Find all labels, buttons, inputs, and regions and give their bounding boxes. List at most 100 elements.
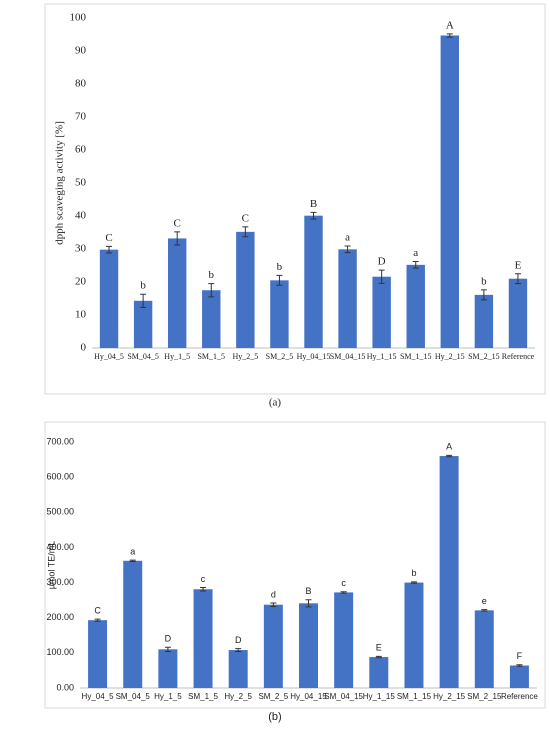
error-bar xyxy=(270,602,277,607)
bar xyxy=(474,610,494,688)
bar xyxy=(167,238,187,348)
significance-letter: b xyxy=(481,275,487,287)
significance-letter: c xyxy=(201,574,206,584)
x-tick-label: SM_04_15 xyxy=(324,692,363,701)
y-tick-label: 600.00 xyxy=(46,472,74,482)
significance-letter: A xyxy=(446,19,454,31)
bar xyxy=(440,35,460,349)
error-bar xyxy=(310,211,317,220)
error-bar xyxy=(129,559,136,562)
bar xyxy=(299,603,318,688)
x-tick-label: Hy_1_15 xyxy=(367,352,397,361)
error-bar xyxy=(276,274,283,286)
bar xyxy=(263,604,283,688)
y-tick-label: 40 xyxy=(75,210,87,222)
x-tick-label: SM_2_15 xyxy=(467,692,502,701)
bar xyxy=(123,560,143,688)
significance-letter: D xyxy=(235,635,242,645)
significance-letter: C xyxy=(105,232,112,244)
error-bar xyxy=(481,609,488,612)
bar xyxy=(372,276,391,348)
y-tick-label: 100.00 xyxy=(46,647,74,657)
x-tick-label: Hy_1_15 xyxy=(363,692,396,701)
significance-letter: B xyxy=(305,586,311,596)
x-tick-label: SM_2_5 xyxy=(258,692,288,701)
error-bar xyxy=(378,269,385,284)
significance-letter: b xyxy=(411,568,416,578)
x-tick-label: Hy_2_5 xyxy=(232,352,258,361)
x-tick-label: SM_1_15 xyxy=(400,352,432,361)
x-tick-label: SM_1_15 xyxy=(397,692,432,701)
error-bar xyxy=(242,226,249,238)
x-tick-label: Reference xyxy=(501,692,538,701)
bar xyxy=(334,592,354,688)
bar xyxy=(404,582,424,688)
y-tick-label: 100 xyxy=(70,12,87,24)
significance-letter: D xyxy=(165,634,172,644)
x-tick-label: SM_04_5 xyxy=(116,692,151,701)
error-bar xyxy=(410,581,417,584)
chart-b: 0.00 100.00 200.00 300.00 400.00 500.00 600.00… xyxy=(44,421,546,723)
bar xyxy=(439,456,459,688)
y-tick-label: 300.00 xyxy=(46,577,74,587)
error-bar xyxy=(375,655,382,659)
y-tick-label: 60 xyxy=(75,144,87,156)
error-bar xyxy=(174,231,181,246)
bar xyxy=(236,231,255,348)
x-tick-label: SM_2_15 xyxy=(468,352,500,361)
x-tick-label: SM_04_5 xyxy=(127,352,159,361)
bar xyxy=(202,290,221,348)
x-tick-label: Hy_04_5 xyxy=(82,692,115,701)
significance-letter: B xyxy=(310,198,317,210)
error-bar xyxy=(200,586,207,592)
significance-letter: b xyxy=(209,269,215,281)
error-bar xyxy=(412,261,419,269)
x-tick-label: Hy_1_5 xyxy=(154,692,182,701)
significance-letter: A xyxy=(446,442,452,452)
caption: (a) xyxy=(269,397,282,409)
bar xyxy=(474,294,494,348)
y-tick-label: 90 xyxy=(75,45,87,57)
error-bar xyxy=(516,664,523,667)
y-tick-label: 700.00 xyxy=(46,436,74,446)
x-tick-label: Hy_2_5 xyxy=(224,692,252,701)
significance-letter: a xyxy=(413,247,418,259)
significance-letter: C xyxy=(242,212,249,224)
error-bar xyxy=(344,245,351,254)
x-tick-label: SM_04_15 xyxy=(330,352,366,361)
error-bar xyxy=(94,618,101,622)
bar xyxy=(193,589,213,688)
significance-letter: E xyxy=(376,643,382,653)
x-tick-label: SM_1_5 xyxy=(188,692,218,701)
y-tick-label: 70 xyxy=(75,111,87,123)
bar xyxy=(270,280,289,348)
significance-letter: b xyxy=(277,261,283,273)
y-tick-label: 10 xyxy=(75,309,87,321)
x-tick-label: SM_2_5 xyxy=(266,352,294,361)
y-axis-label: µmol TE/mL xyxy=(46,541,56,590)
significance-letter: b xyxy=(140,280,146,292)
chart-a: 0 10 20 30 40 50 60 70 80 90 100 dpph scaveging act… xyxy=(44,3,546,409)
y-tick-label: 30 xyxy=(75,243,87,255)
bar xyxy=(133,300,153,348)
significance-letter: D xyxy=(378,256,386,268)
significance-letter: a xyxy=(345,232,350,244)
error-bar xyxy=(208,283,215,298)
bar xyxy=(304,215,323,348)
bar xyxy=(88,620,108,688)
error-bar xyxy=(235,648,242,652)
x-tick-label: SM_1_5 xyxy=(197,352,225,361)
y-tick-label: 200.00 xyxy=(46,612,74,622)
error-bar xyxy=(305,599,312,608)
error-bar xyxy=(140,293,147,308)
significance-letter: C xyxy=(94,605,101,615)
bar xyxy=(158,649,178,688)
x-tick-label: Hy_2_15 xyxy=(433,692,466,701)
x-tick-label: Hy_04_15 xyxy=(290,692,327,701)
bar xyxy=(406,264,425,348)
caption: (b) xyxy=(268,711,281,723)
error-bar xyxy=(514,273,521,285)
bar xyxy=(338,249,357,348)
